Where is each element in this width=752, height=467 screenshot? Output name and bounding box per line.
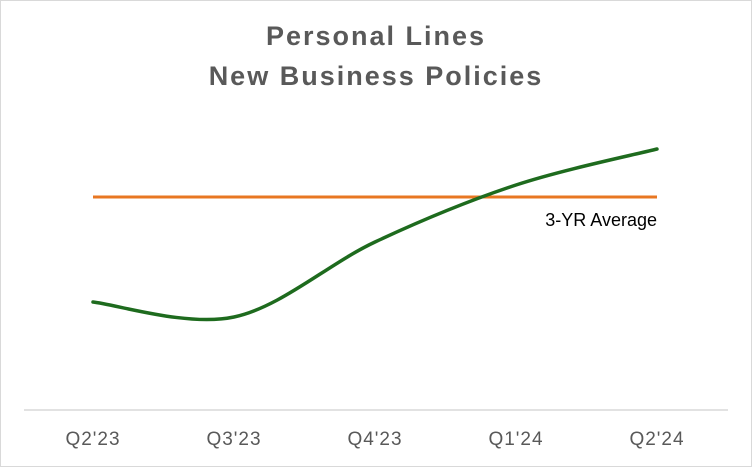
data-line bbox=[91, 147, 659, 322]
chart-title: New Business Policies bbox=[209, 61, 544, 91]
x-tick-label: Q1'24 bbox=[488, 429, 543, 450]
average-label: 3-YR Average bbox=[545, 210, 657, 230]
x-tick-label: Q2'24 bbox=[629, 429, 684, 450]
x-tick-label: Q4'23 bbox=[347, 429, 402, 450]
chart-title: Personal Lines bbox=[266, 21, 486, 51]
x-tick-label: Q2'23 bbox=[65, 429, 120, 450]
x-tick-label: Q3'23 bbox=[206, 429, 261, 450]
